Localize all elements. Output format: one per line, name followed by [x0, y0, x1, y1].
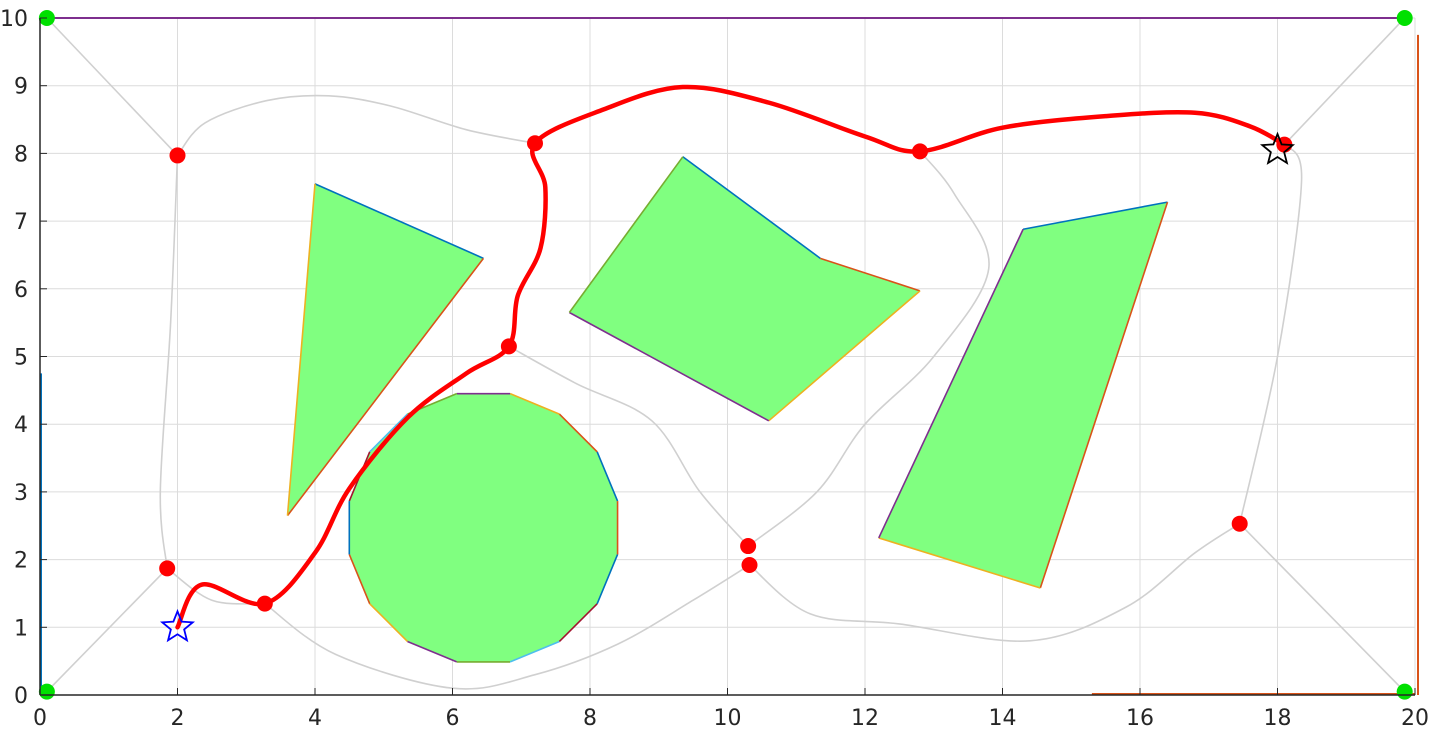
waypoint-node — [527, 135, 543, 152]
y-tick-label: 10 — [0, 7, 28, 32]
obstacle-edge — [878, 228, 1024, 539]
roadmap-edge — [748, 523, 1241, 642]
roadmap-edges — [46, 17, 1406, 693]
roadmap-edge — [46, 17, 179, 156]
obstacle-edge — [768, 290, 921, 422]
y-tick-label: 8 — [14, 142, 28, 167]
x-tick-label: 8 — [583, 706, 597, 731]
obstacle-edge — [596, 451, 619, 502]
obstacle-edge — [1022, 201, 1168, 231]
obstacle-edge — [596, 554, 619, 605]
x-tick-label: 18 — [1264, 706, 1292, 731]
obstacle-parallelogram — [878, 202, 1168, 589]
y-tick-label: 6 — [14, 278, 28, 303]
y-tick-label: 5 — [14, 346, 28, 371]
roadmap-edge — [1283, 17, 1406, 146]
obstacle-edge — [1039, 201, 1169, 589]
y-tick-label: 3 — [14, 481, 28, 506]
obstacle-edge — [509, 640, 560, 663]
x-tick-label: 12 — [851, 706, 879, 731]
waypoint-node — [159, 560, 176, 577]
obstacle-edge — [286, 257, 485, 517]
obstacle-edge — [878, 537, 1041, 589]
obstacle-edge — [568, 311, 770, 422]
obstacle-edge — [369, 603, 409, 643]
x-tick-label: 20 — [1401, 706, 1429, 731]
obstacle-triangle — [287, 183, 484, 516]
y-tick-label: 7 — [14, 210, 28, 235]
roadmap-edge — [159, 155, 179, 569]
start-star-icon — [159, 608, 196, 643]
workspace-border — [40, 17, 1419, 695]
waypoint-node — [256, 595, 273, 612]
obstacle-edge — [558, 603, 598, 643]
x-tick-label: 2 — [171, 706, 185, 731]
y-tick-label: 9 — [14, 75, 28, 100]
y-tick-label: 2 — [14, 549, 28, 574]
obstacles — [286, 156, 1169, 663]
waypoint-node — [740, 538, 757, 555]
goal-star-icon — [1259, 131, 1296, 165]
waypoint-node — [1231, 515, 1248, 532]
obstacle-quadrilateral — [569, 156, 920, 421]
roadmap-edge — [264, 564, 750, 690]
roadmap-edge — [747, 150, 990, 547]
y-tick-label: 4 — [14, 413, 28, 438]
obstacle-edge — [314, 183, 484, 260]
obstacle-circle — [349, 393, 618, 662]
y-tick-label: 1 — [14, 616, 28, 641]
obstacle-edge — [558, 413, 598, 453]
obstacle-edge — [568, 156, 684, 313]
x-tick-label: 4 — [308, 706, 322, 731]
corner-node — [1396, 10, 1413, 26]
corner-node — [1396, 683, 1413, 700]
roadmap-edge — [1238, 144, 1303, 524]
obstacle-edge — [509, 392, 560, 415]
x-tick-label: 6 — [446, 706, 460, 731]
waypoint-node — [741, 557, 758, 574]
obstacle-edge — [682, 156, 821, 259]
obstacle-edge — [286, 183, 316, 516]
waypoint-node — [169, 147, 186, 164]
waypoint-node — [912, 143, 928, 160]
x-tick-label: 16 — [1126, 706, 1154, 731]
obstacle-edge — [369, 413, 409, 453]
corner-node — [38, 683, 55, 700]
waypoint-node — [500, 338, 517, 355]
obstacle-edge — [407, 640, 458, 663]
x-tick-label: 14 — [989, 706, 1017, 731]
x-tick-label: 0 — [33, 706, 47, 731]
obstacle-edge — [348, 554, 371, 605]
y-tick-label: 0 — [14, 684, 28, 709]
x-tick-label: 10 — [714, 706, 742, 731]
roadmap-edge — [508, 345, 749, 547]
obstacle-edge — [820, 257, 921, 292]
roadmap-edge — [46, 567, 168, 693]
roadmap-edge — [1239, 523, 1406, 693]
roadmap-edge — [176, 94, 536, 156]
